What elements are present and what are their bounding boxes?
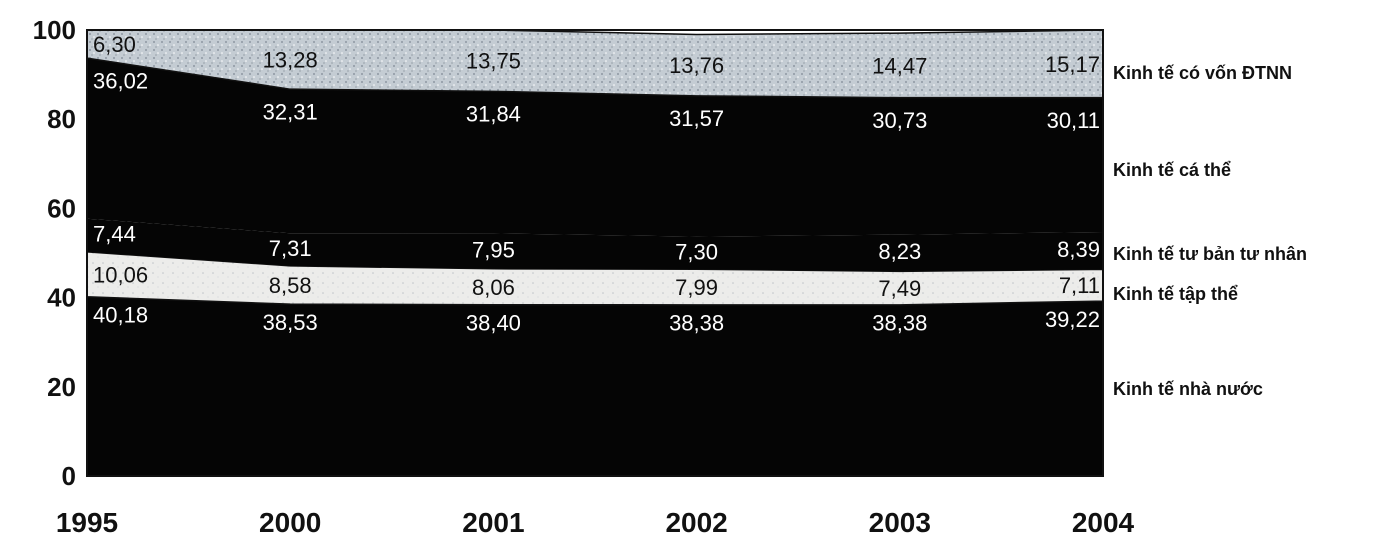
plot-border: [86, 29, 1104, 477]
y-tick-label: 0: [62, 461, 76, 491]
data-label: 6,30: [93, 32, 136, 57]
legend-label-kinh-te-ca-the: Kinh tế cá thể: [1113, 160, 1231, 180]
data-label: 7,95: [472, 237, 515, 262]
data-label: 14,47: [872, 53, 927, 78]
data-label: 7,99: [675, 275, 718, 300]
data-label: 13,76: [669, 53, 724, 78]
x-tick-label: 2002: [665, 507, 727, 538]
data-label: 8,23: [878, 239, 921, 264]
data-label: 13,75: [466, 49, 521, 74]
y-tick-label: 40: [47, 283, 76, 313]
data-label: 38,40: [466, 311, 521, 336]
y-tick-label: 20: [47, 372, 76, 402]
area-kinh-te-nha-nuoc: [87, 296, 1103, 476]
legend-label-kinh-te-tap-the: Kinh tế tập thể: [1113, 284, 1238, 304]
data-label: 8,58: [269, 273, 312, 298]
data-label: 38,38: [669, 311, 724, 336]
data-label: 15,17: [1045, 52, 1100, 77]
data-label: 8,06: [472, 275, 515, 300]
data-label: 40,18: [93, 303, 148, 328]
legend-label-kinh-te-tu-ban-tu-nhan: Kinh tế tư bản tư nhân: [1113, 244, 1307, 264]
area-kinh-te-tu-ban-tu-nhan: [87, 218, 1103, 272]
stacked-areas: [86, 29, 1104, 476]
data-label: 30,73: [872, 108, 927, 133]
data-label: 13,28: [263, 48, 318, 73]
legend-label-kinh-te-nha-nuoc: Kinh tế nhà nước: [1113, 379, 1263, 399]
data-label: 8,39: [1057, 237, 1100, 262]
y-tick-label: 80: [47, 104, 76, 134]
data-label: 7,30: [675, 239, 718, 264]
data-label: 38,38: [872, 311, 927, 336]
y-tick-label: 100: [33, 15, 76, 45]
area-kinh-te-ca-the: [87, 58, 1103, 237]
y-axis: 0 20 40 60 80 100: [33, 15, 76, 491]
data-label: 39,22: [1045, 307, 1100, 332]
y-tick-label: 60: [47, 193, 76, 223]
data-label: 10,06: [93, 262, 148, 287]
data-label: 7,44: [93, 222, 136, 247]
x-tick-label: 1995: [56, 507, 118, 538]
data-label: 32,31: [263, 99, 318, 124]
x-axis: 1995 2000 2001 2002 2003 2004: [56, 507, 1135, 538]
x-tick-label: 2003: [869, 507, 931, 538]
data-label: 30,11: [1047, 108, 1100, 133]
data-label: 36,02: [93, 68, 148, 93]
legend: Kinh tế nhà nước Kinh tế tập thể Kinh tế t…: [1113, 63, 1307, 399]
data-label: 31,84: [466, 102, 521, 127]
legend-label-kinh-te-co-von-dtnn: Kinh tế có vốn ĐTNN: [1113, 63, 1292, 83]
data-labels: 40,18 38,53 38,40 38,38 38,38 39,22 10,06 8,58 8…: [93, 32, 1100, 336]
x-tick-label: 2000: [259, 507, 321, 538]
data-label: 7,49: [878, 276, 921, 301]
data-label: 7,31: [269, 236, 312, 261]
data-label: 38,53: [263, 310, 318, 335]
x-tick-label: 2004: [1072, 507, 1135, 538]
data-label: 31,57: [669, 106, 724, 131]
data-label: 7,11: [1059, 273, 1100, 298]
x-tick-label: 2001: [462, 507, 524, 538]
